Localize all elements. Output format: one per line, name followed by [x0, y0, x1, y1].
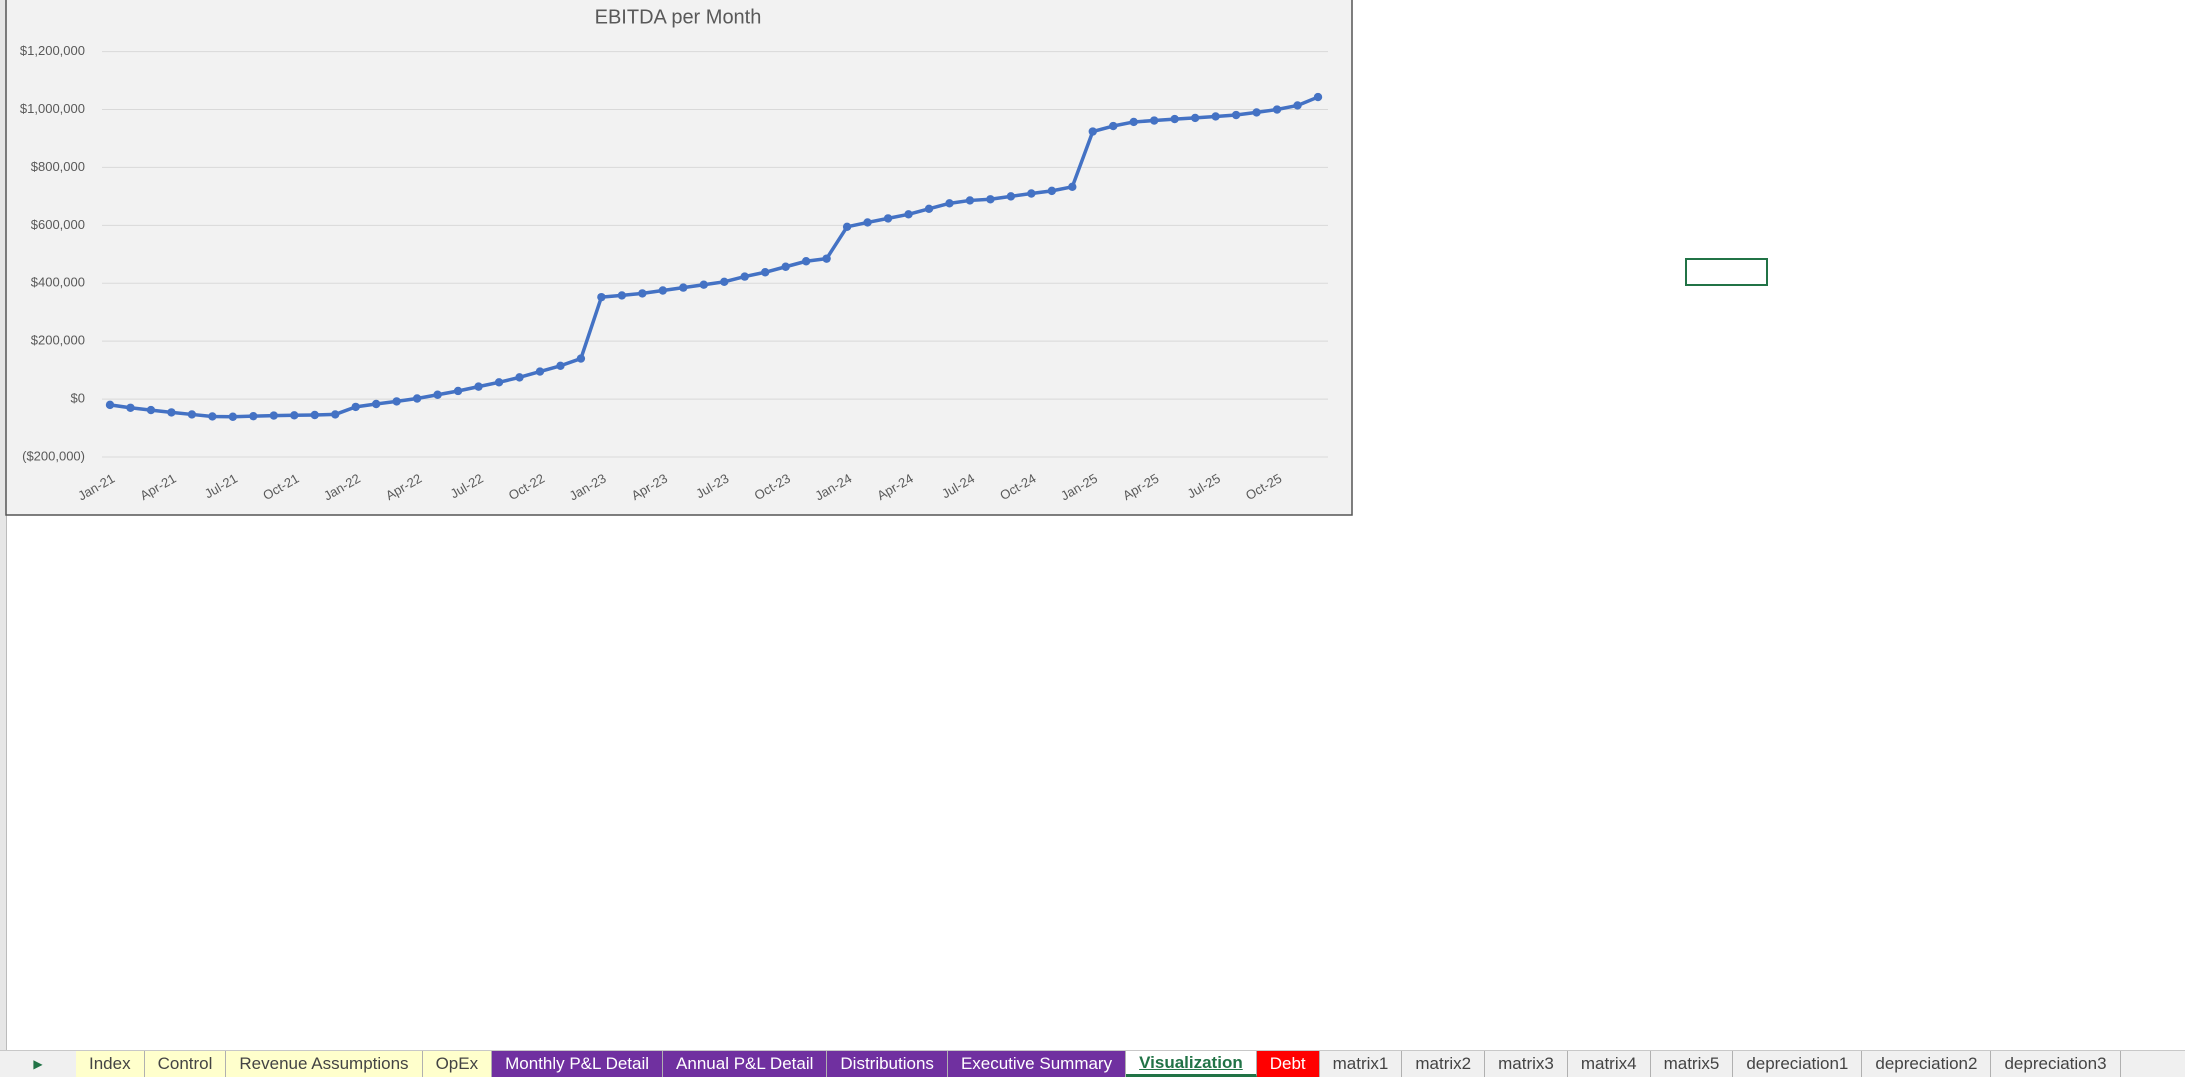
data-point [474, 382, 483, 391]
data-point [515, 373, 524, 382]
data-point [720, 277, 729, 287]
data-point [1068, 182, 1077, 192]
data-point [351, 402, 360, 412]
sheet-tab[interactable]: depreciation1 [1733, 1051, 1863, 1077]
data-point [105, 400, 115, 410]
sheet-tab[interactable]: matrix4 [1568, 1051, 1651, 1077]
data-point [208, 412, 217, 421]
data-point [331, 410, 340, 419]
data-point [392, 397, 401, 406]
data-point [1231, 110, 1241, 120]
data-point [1047, 186, 1057, 196]
data-point [1272, 105, 1282, 114]
data-point [965, 196, 975, 205]
data-point [658, 286, 668, 295]
sheet-tab[interactable]: Index [76, 1051, 145, 1077]
data-point [576, 354, 586, 363]
data-point [453, 386, 463, 396]
data-point [433, 390, 442, 399]
data-point [1006, 192, 1016, 201]
sheet-tab[interactable]: Monthly P&L Detail [492, 1051, 664, 1077]
data-point [863, 218, 872, 227]
data-point [228, 412, 238, 421]
y-tick-label: $1,200,000 [20, 43, 85, 58]
sheet-tab[interactable]: Control [144, 1051, 227, 1077]
selected-cell[interactable] [1685, 258, 1768, 286]
data-point [126, 403, 135, 412]
chart-area [5, 0, 1353, 516]
data-point [167, 408, 176, 417]
tab-scroll-button[interactable]: ▶ [33, 1057, 43, 1071]
data-point [781, 262, 790, 271]
data-point [1293, 101, 1302, 110]
y-tick-label: $200,000 [31, 333, 85, 348]
sheet-tab[interactable]: depreciation3 [1991, 1051, 2121, 1077]
data-point [617, 291, 627, 300]
y-tick-label: ($200,000) [22, 448, 85, 463]
data-point [310, 410, 319, 420]
sheet-tab[interactable]: Annual P&L Detail [663, 1051, 828, 1077]
chart: EBITDA per Month ($200,000) $0 $200,000 $40… [5, 0, 1353, 516]
data-point [1109, 121, 1118, 131]
data-point [904, 210, 913, 219]
sheet-tab[interactable]: Visualization [1126, 1051, 1257, 1077]
data-point [556, 361, 565, 370]
sheet-tab[interactable]: matrix2 [1402, 1051, 1486, 1077]
sheet-tab-bar: ▶ Index Control Revenue Assumptions OpEx Mont… [0, 1050, 2185, 1077]
data-point [597, 292, 606, 302]
data-point [679, 283, 688, 292]
data-point [1170, 114, 1179, 124]
data-point [146, 405, 156, 415]
sheet-tab[interactable]: matrix5 [1651, 1051, 1734, 1077]
data-point [371, 399, 381, 409]
y-tick-label: $0 [71, 391, 85, 406]
sheet-tab[interactable]: Executive Summary [947, 1051, 1127, 1077]
data-point [494, 378, 504, 387]
data-point [822, 254, 831, 263]
data-point [801, 257, 811, 266]
data-point [1150, 116, 1159, 125]
y-tick-label: $1,000,000 [20, 101, 85, 116]
data-point [740, 272, 749, 281]
sheet-tab[interactable]: depreciation2 [1862, 1051, 1992, 1077]
row-header-strip [0, 0, 7, 1050]
data-point [269, 411, 278, 420]
data-point [1211, 112, 1220, 121]
sheet-tab[interactable]: Revenue Assumptions [226, 1051, 423, 1077]
sheet-tab[interactable]: matrix3 [1485, 1051, 1568, 1077]
data-point [924, 204, 934, 214]
data-point [945, 199, 954, 208]
y-tick-label: $400,000 [31, 275, 85, 290]
data-point [842, 222, 852, 231]
data-point [638, 289, 647, 298]
data-point [1129, 117, 1138, 127]
data-point [699, 280, 708, 289]
chart-title: EBITDA per Month [595, 6, 762, 28]
data-point [412, 394, 422, 403]
data-point [1190, 113, 1200, 123]
sheet-tab[interactable]: matrix1 [1320, 1051, 1403, 1077]
data-point [187, 410, 197, 419]
data-point [1027, 189, 1036, 198]
data-point [249, 411, 258, 421]
data-point [883, 214, 893, 223]
y-tick-label: $800,000 [31, 159, 85, 174]
data-point [760, 268, 770, 277]
sheet-tab[interactable]: Debt [1256, 1051, 1320, 1077]
data-point [1252, 108, 1261, 117]
data-point [1088, 127, 1097, 136]
data-point [986, 195, 995, 204]
data-point [535, 367, 545, 376]
y-tick-label: $600,000 [31, 217, 85, 232]
data-point [290, 411, 299, 420]
sheet-tab[interactable]: Distributions [827, 1051, 948, 1077]
data-point [1313, 92, 1323, 102]
sheet-tab[interactable]: OpEx [422, 1051, 493, 1077]
